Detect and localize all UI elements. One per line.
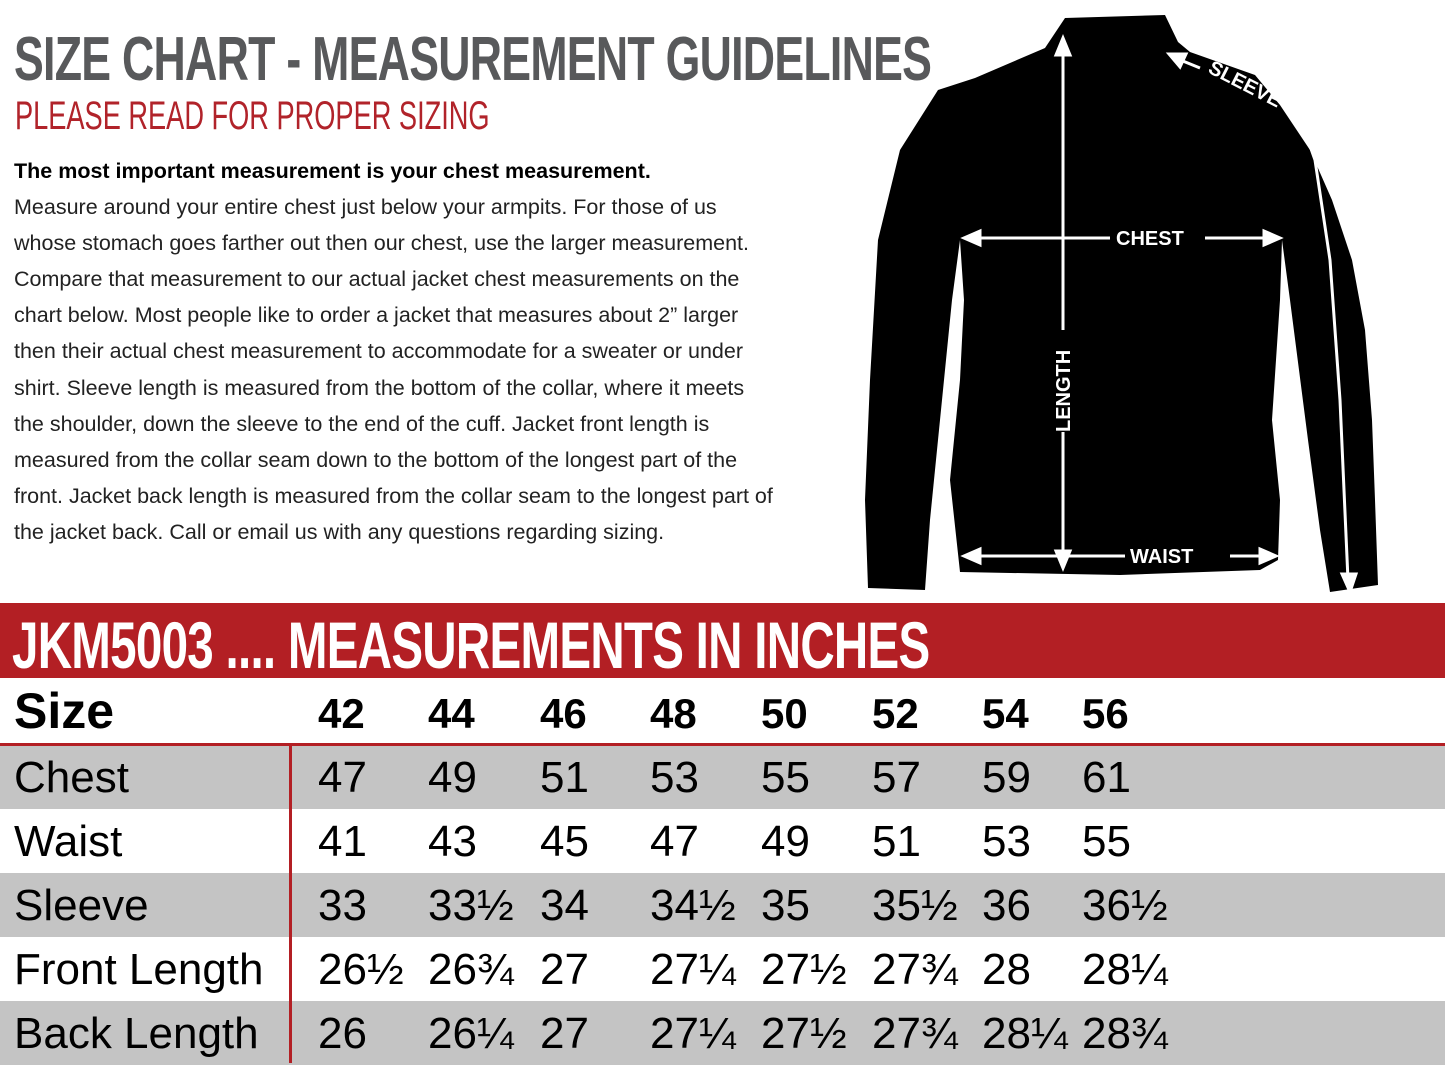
table-cell: 49 [761, 817, 810, 866]
table-cell: 55 [761, 753, 810, 802]
table-cell: 43 [428, 817, 477, 866]
table-cell: 26¾ [428, 945, 514, 994]
page-subtitle: PLEASE READ FOR PROPER SIZING [15, 94, 490, 138]
table-cell: 61 [1082, 753, 1131, 802]
table-cell: 56 [1082, 690, 1129, 737]
table-cell: 28¾ [1082, 1009, 1168, 1058]
label-column-divider [289, 745, 292, 1063]
table-cell: 42 [318, 690, 365, 737]
table-cell: 53 [982, 817, 1031, 866]
table-row: Chest 47 49 51 53 55 57 59 61 [0, 745, 1445, 809]
table-cell: 33½ [428, 881, 514, 930]
table-cell: 54 [982, 690, 1029, 737]
table-cell: 48 [650, 690, 697, 737]
page-title: SIZE CHART - MEASUREMENT GUIDELINES [14, 25, 932, 94]
table-row: Back Length 26 26¼ 27 27¼ 27½ 27¾ 28¼ 28¾ [0, 1001, 1445, 1065]
table-cell: 44 [428, 690, 475, 737]
table-cell: 28¼ [1082, 945, 1168, 994]
table-cell: 27 [540, 1009, 589, 1058]
table-cell: 45 [540, 817, 589, 866]
table-cell: 55 [1082, 817, 1131, 866]
jacket-silhouette [865, 15, 1378, 592]
table-cell: 27½ [761, 1009, 847, 1058]
table-cell: 27 [540, 945, 589, 994]
table-cell: 49 [428, 753, 477, 802]
table-cell: 46 [540, 690, 587, 737]
table-cell: 57 [872, 753, 921, 802]
table-cell: 51 [540, 753, 589, 802]
table-row: Front Length 26½ 26¾ 27 27¼ 27½ 27¾ 28 28¼ [0, 937, 1445, 1001]
table-row-label: Front Length [14, 945, 264, 994]
table-row-label: Chest [14, 753, 129, 802]
table-cell: 41 [318, 817, 367, 866]
table-row-label: Sleeve [14, 881, 149, 930]
table-cell: 35 [761, 881, 810, 930]
table-cell: 47 [318, 753, 367, 802]
table-cell: 26¼ [428, 1009, 514, 1058]
table-cell: 27¾ [872, 945, 958, 994]
table-cell: 33 [318, 881, 367, 930]
table-cell: 36½ [1082, 881, 1168, 930]
table-cell: 36 [982, 881, 1031, 930]
table-cell: 27¾ [872, 1009, 958, 1058]
header-divider [0, 743, 1445, 746]
table-row-label: Waist [14, 817, 123, 866]
table-cell: 51 [872, 817, 921, 866]
table-cell: 27¼ [650, 945, 736, 994]
table-row: Sleeve 33 33½ 34 34½ 35 35½ 36 36½ [0, 873, 1445, 937]
table-cell: 47 [650, 817, 699, 866]
length-label: LENGTH [1053, 350, 1075, 432]
table-cell: 35½ [872, 881, 958, 930]
table-row: Waist 41 43 45 47 49 51 53 55 [0, 809, 1445, 873]
table-cell: 28 [982, 945, 1031, 994]
table-cell: 26 [318, 1009, 367, 1058]
measurements-band: JKM5003 .... MEASUREMENTS IN INCHES [0, 603, 1445, 682]
table-cell: 26½ [318, 945, 404, 994]
table-row-label: Back Length [14, 1009, 259, 1058]
table-cell: 28¼ [982, 1009, 1068, 1058]
table-cell: 50 [761, 690, 808, 737]
waist-label: WAIST [1130, 546, 1193, 568]
size-header-row-label: Size [14, 683, 115, 739]
table-cell: 27¼ [650, 1009, 736, 1058]
table-cell: 59 [982, 753, 1031, 802]
sizing-instructions: The most important measurement is your c… [14, 153, 774, 550]
chest-label: CHEST [1116, 228, 1184, 250]
instructions-lead: The most important measurement is your c… [14, 159, 651, 183]
jacket-measurement-diagram: CHEST WAIST LENGTH SLEEVE [865, 15, 1378, 597]
size-header-row: Size 42 44 46 48 50 52 54 56 [0, 680, 1445, 744]
table-cell: 52 [872, 690, 919, 737]
table-cell: 27½ [761, 945, 847, 994]
band-title: JKM5003 .... MEASUREMENTS IN INCHES [12, 608, 930, 682]
table-cell: 53 [650, 753, 699, 802]
table-cell: 34½ [650, 881, 736, 930]
table-cell: 34 [540, 881, 589, 930]
instructions-body: Measure around your entire chest just be… [14, 195, 773, 544]
